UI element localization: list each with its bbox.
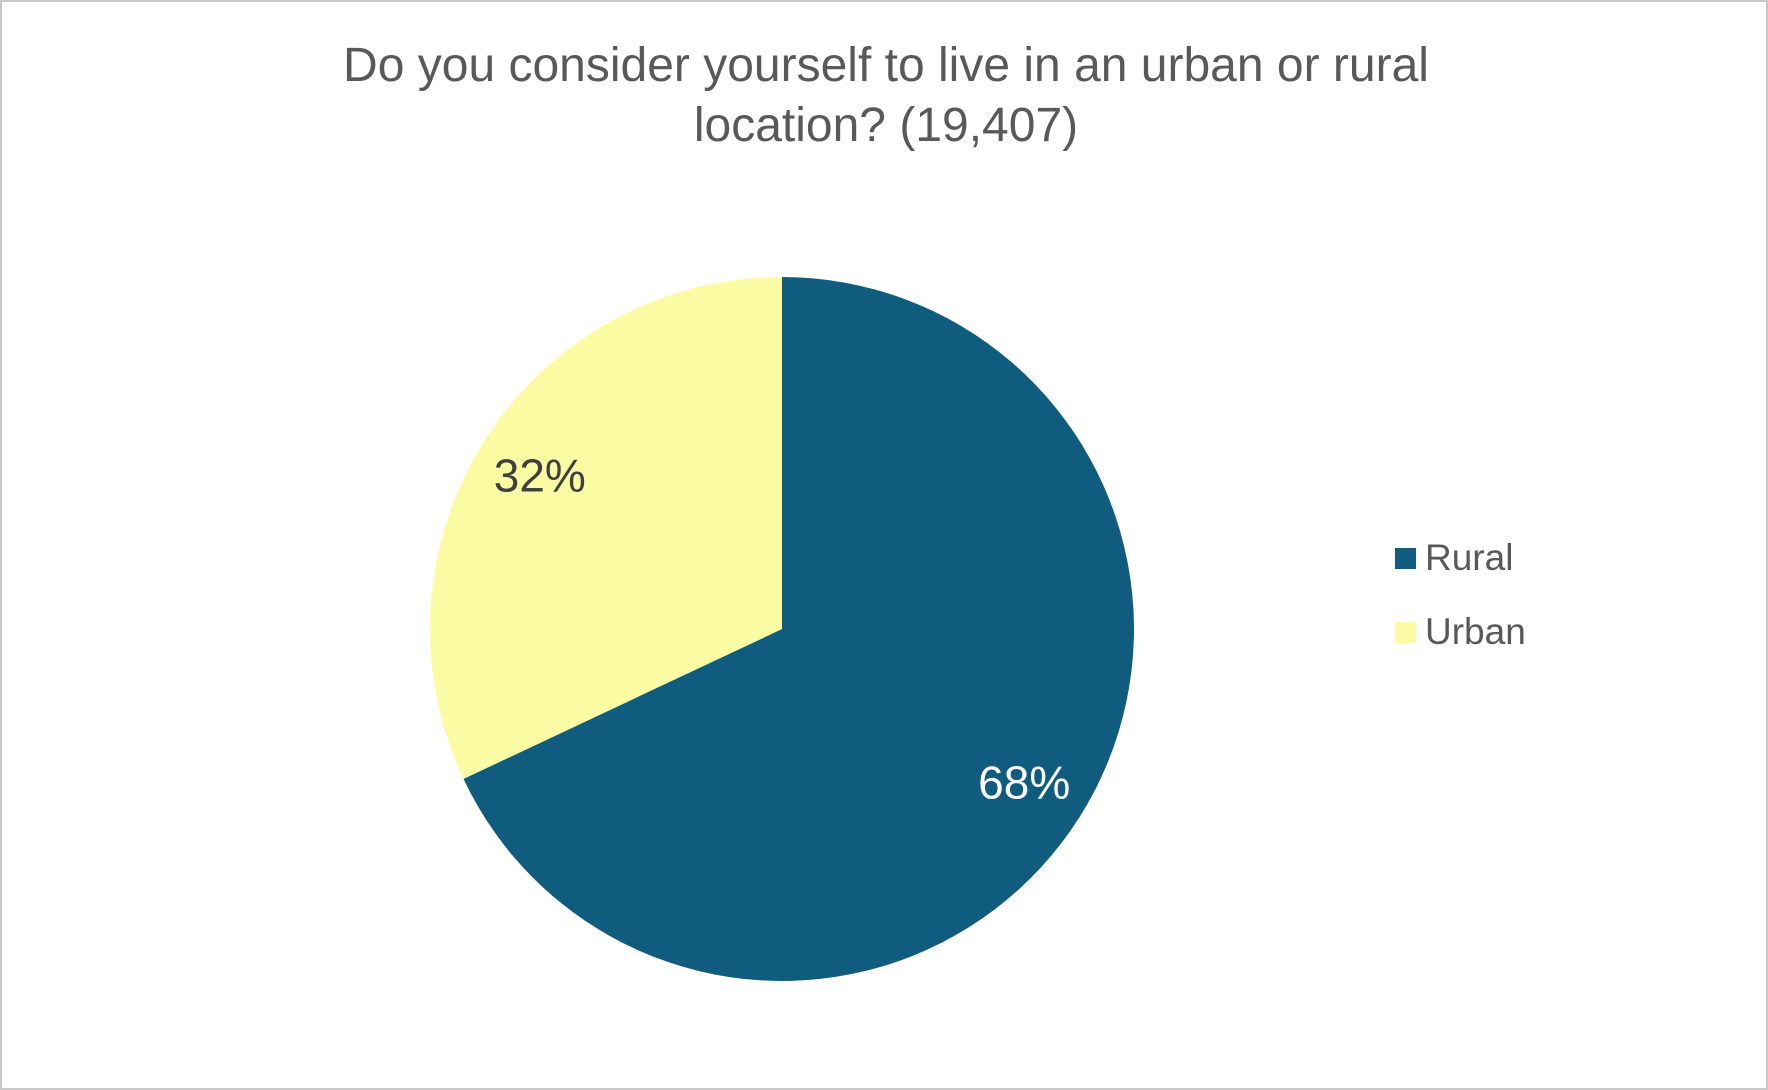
slice-label-urban: 32% — [494, 449, 586, 501]
legend-swatch-rural — [1395, 547, 1416, 569]
legend-swatch-urban — [1395, 621, 1416, 643]
legend-label-rural: Rural — [1425, 537, 1514, 578]
slice-label-rural: 68% — [978, 757, 1070, 809]
pie-slice-rural — [463, 277, 1134, 981]
chart-title: Do you consider yourself to live in an u… — [343, 39, 1429, 152]
legend: Rural Urban — [1395, 537, 1526, 690]
legend-item-rural: Rural — [1395, 537, 1526, 578]
legend-item-urban: Urban — [1395, 611, 1526, 652]
pie-slice-urban — [429, 276, 782, 779]
legend-label-urban: Urban — [1425, 611, 1526, 652]
